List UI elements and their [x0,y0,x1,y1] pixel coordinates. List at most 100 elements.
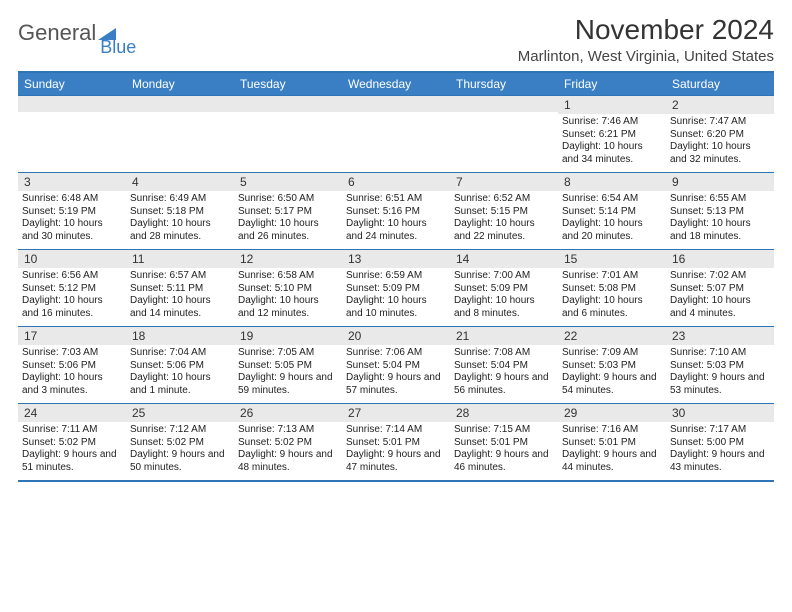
calendar-cell [450,96,558,173]
sunset-text: Sunset: 6:21 PM [562,129,662,142]
daylight-text: Daylight: 10 hours and 22 minutes. [454,218,554,243]
day-number: 29 [558,404,666,422]
sunset-text: Sunset: 5:01 PM [454,437,554,450]
day-body [126,112,234,170]
sunset-text: Sunset: 5:09 PM [346,283,446,296]
logo-word1: General [18,20,96,46]
day-number: 11 [126,250,234,268]
calendar-cell: 4Sunrise: 6:49 AMSunset: 5:18 PMDaylight… [126,173,234,250]
daylight-text: Daylight: 9 hours and 53 minutes. [670,372,770,397]
day-body: Sunrise: 6:48 AMSunset: 5:19 PMDaylight:… [18,191,126,249]
calendar-body: 1Sunrise: 7:46 AMSunset: 6:21 PMDaylight… [18,96,774,482]
day-body: Sunrise: 6:49 AMSunset: 5:18 PMDaylight:… [126,191,234,249]
sunset-text: Sunset: 5:00 PM [670,437,770,450]
day-body: Sunrise: 7:46 AMSunset: 6:21 PMDaylight:… [558,114,666,172]
daylight-text: Daylight: 10 hours and 28 minutes. [130,218,230,243]
dayhead-tue: Tuesday [234,72,342,96]
daylight-text: Daylight: 9 hours and 56 minutes. [454,372,554,397]
calendar-cell: 21Sunrise: 7:08 AMSunset: 5:04 PMDayligh… [450,327,558,404]
sunrise-text: Sunrise: 7:17 AM [670,424,770,437]
day-number: 23 [666,327,774,345]
calendar-week: 17Sunrise: 7:03 AMSunset: 5:06 PMDayligh… [18,327,774,404]
calendar-cell [234,96,342,173]
daylight-text: Daylight: 10 hours and 30 minutes. [22,218,122,243]
calendar-cell: 28Sunrise: 7:15 AMSunset: 5:01 PMDayligh… [450,404,558,482]
sunrise-text: Sunrise: 6:51 AM [346,193,446,206]
sunrise-text: Sunrise: 6:49 AM [130,193,230,206]
sunset-text: Sunset: 5:01 PM [346,437,446,450]
calendar-cell: 27Sunrise: 7:14 AMSunset: 5:01 PMDayligh… [342,404,450,482]
day-number: 19 [234,327,342,345]
dayhead-sat: Saturday [666,72,774,96]
sunset-text: Sunset: 5:11 PM [130,283,230,296]
dayhead-thu: Thursday [450,72,558,96]
day-body: Sunrise: 7:00 AMSunset: 5:09 PMDaylight:… [450,268,558,326]
day-body: Sunrise: 7:01 AMSunset: 5:08 PMDaylight:… [558,268,666,326]
sunset-text: Sunset: 5:12 PM [22,283,122,296]
day-number [18,96,126,112]
sunset-text: Sunset: 5:06 PM [130,360,230,373]
day-number: 26 [234,404,342,422]
calendar-cell: 29Sunrise: 7:16 AMSunset: 5:01 PMDayligh… [558,404,666,482]
sunrise-text: Sunrise: 7:06 AM [346,347,446,360]
calendar-cell: 5Sunrise: 6:50 AMSunset: 5:17 PMDaylight… [234,173,342,250]
sunrise-text: Sunrise: 6:55 AM [670,193,770,206]
daylight-text: Daylight: 10 hours and 3 minutes. [22,372,122,397]
daylight-text: Daylight: 10 hours and 26 minutes. [238,218,338,243]
calendar-cell: 20Sunrise: 7:06 AMSunset: 5:04 PMDayligh… [342,327,450,404]
day-number: 8 [558,173,666,191]
day-body: Sunrise: 7:14 AMSunset: 5:01 PMDaylight:… [342,422,450,480]
daylight-text: Daylight: 10 hours and 10 minutes. [346,295,446,320]
sunrise-text: Sunrise: 6:57 AM [130,270,230,283]
dayhead-fri: Friday [558,72,666,96]
calendar-cell: 12Sunrise: 6:58 AMSunset: 5:10 PMDayligh… [234,250,342,327]
sunrise-text: Sunrise: 7:09 AM [562,347,662,360]
day-number: 1 [558,96,666,114]
sunset-text: Sunset: 5:04 PM [454,360,554,373]
sunset-text: Sunset: 5:19 PM [22,206,122,219]
daylight-text: Daylight: 10 hours and 1 minute. [130,372,230,397]
day-number: 6 [342,173,450,191]
daylight-text: Daylight: 9 hours and 51 minutes. [22,449,122,474]
calendar-cell: 30Sunrise: 7:17 AMSunset: 5:00 PMDayligh… [666,404,774,482]
day-body [450,112,558,170]
day-body: Sunrise: 7:03 AMSunset: 5:06 PMDaylight:… [18,345,126,403]
daylight-text: Daylight: 9 hours and 43 minutes. [670,449,770,474]
day-number: 22 [558,327,666,345]
sunset-text: Sunset: 5:10 PM [238,283,338,296]
day-body: Sunrise: 7:09 AMSunset: 5:03 PMDaylight:… [558,345,666,403]
sunrise-text: Sunrise: 7:15 AM [454,424,554,437]
day-body: Sunrise: 7:12 AMSunset: 5:02 PMDaylight:… [126,422,234,480]
day-body: Sunrise: 6:55 AMSunset: 5:13 PMDaylight:… [666,191,774,249]
sunset-text: Sunset: 5:06 PM [22,360,122,373]
sunrise-text: Sunrise: 7:05 AM [238,347,338,360]
sunset-text: Sunset: 5:18 PM [130,206,230,219]
calendar-header-row: Sunday Monday Tuesday Wednesday Thursday… [18,72,774,96]
day-body [18,112,126,170]
day-number [342,96,450,112]
daylight-text: Daylight: 9 hours and 48 minutes. [238,449,338,474]
day-body [234,112,342,170]
calendar-week: 3Sunrise: 6:48 AMSunset: 5:19 PMDaylight… [18,173,774,250]
calendar-cell: 14Sunrise: 7:00 AMSunset: 5:09 PMDayligh… [450,250,558,327]
sunset-text: Sunset: 5:02 PM [130,437,230,450]
day-number: 5 [234,173,342,191]
daylight-text: Daylight: 10 hours and 20 minutes. [562,218,662,243]
day-body: Sunrise: 7:17 AMSunset: 5:00 PMDaylight:… [666,422,774,480]
sunrise-text: Sunrise: 7:11 AM [22,424,122,437]
calendar-cell: 23Sunrise: 7:10 AMSunset: 5:03 PMDayligh… [666,327,774,404]
day-body: Sunrise: 7:08 AMSunset: 5:04 PMDaylight:… [450,345,558,403]
day-body [342,112,450,170]
day-body: Sunrise: 6:57 AMSunset: 5:11 PMDaylight:… [126,268,234,326]
calendar-cell: 9Sunrise: 6:55 AMSunset: 5:13 PMDaylight… [666,173,774,250]
day-body: Sunrise: 7:05 AMSunset: 5:05 PMDaylight:… [234,345,342,403]
day-number: 25 [126,404,234,422]
daylight-text: Daylight: 10 hours and 34 minutes. [562,141,662,166]
daylight-text: Daylight: 9 hours and 46 minutes. [454,449,554,474]
calendar-cell: 19Sunrise: 7:05 AMSunset: 5:05 PMDayligh… [234,327,342,404]
dayhead-sun: Sunday [18,72,126,96]
calendar-cell: 6Sunrise: 6:51 AMSunset: 5:16 PMDaylight… [342,173,450,250]
day-body: Sunrise: 7:06 AMSunset: 5:04 PMDaylight:… [342,345,450,403]
daylight-text: Daylight: 9 hours and 50 minutes. [130,449,230,474]
header: General Blue November 2024 Marlinton, We… [18,14,774,65]
